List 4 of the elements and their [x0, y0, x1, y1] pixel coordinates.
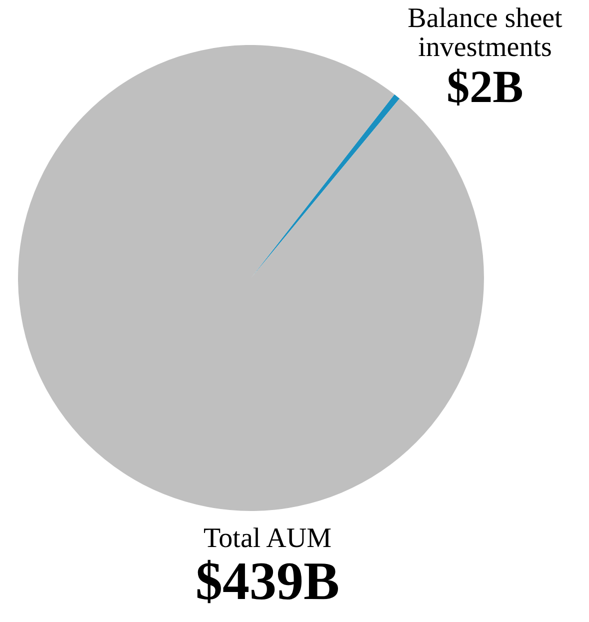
slice-label: Balance sheet investments: [406, 3, 564, 64]
data-label: $2B: [446, 60, 524, 112]
data-label: $439B: [194, 551, 341, 612]
slice-label: Total AUM: [202, 523, 332, 554]
